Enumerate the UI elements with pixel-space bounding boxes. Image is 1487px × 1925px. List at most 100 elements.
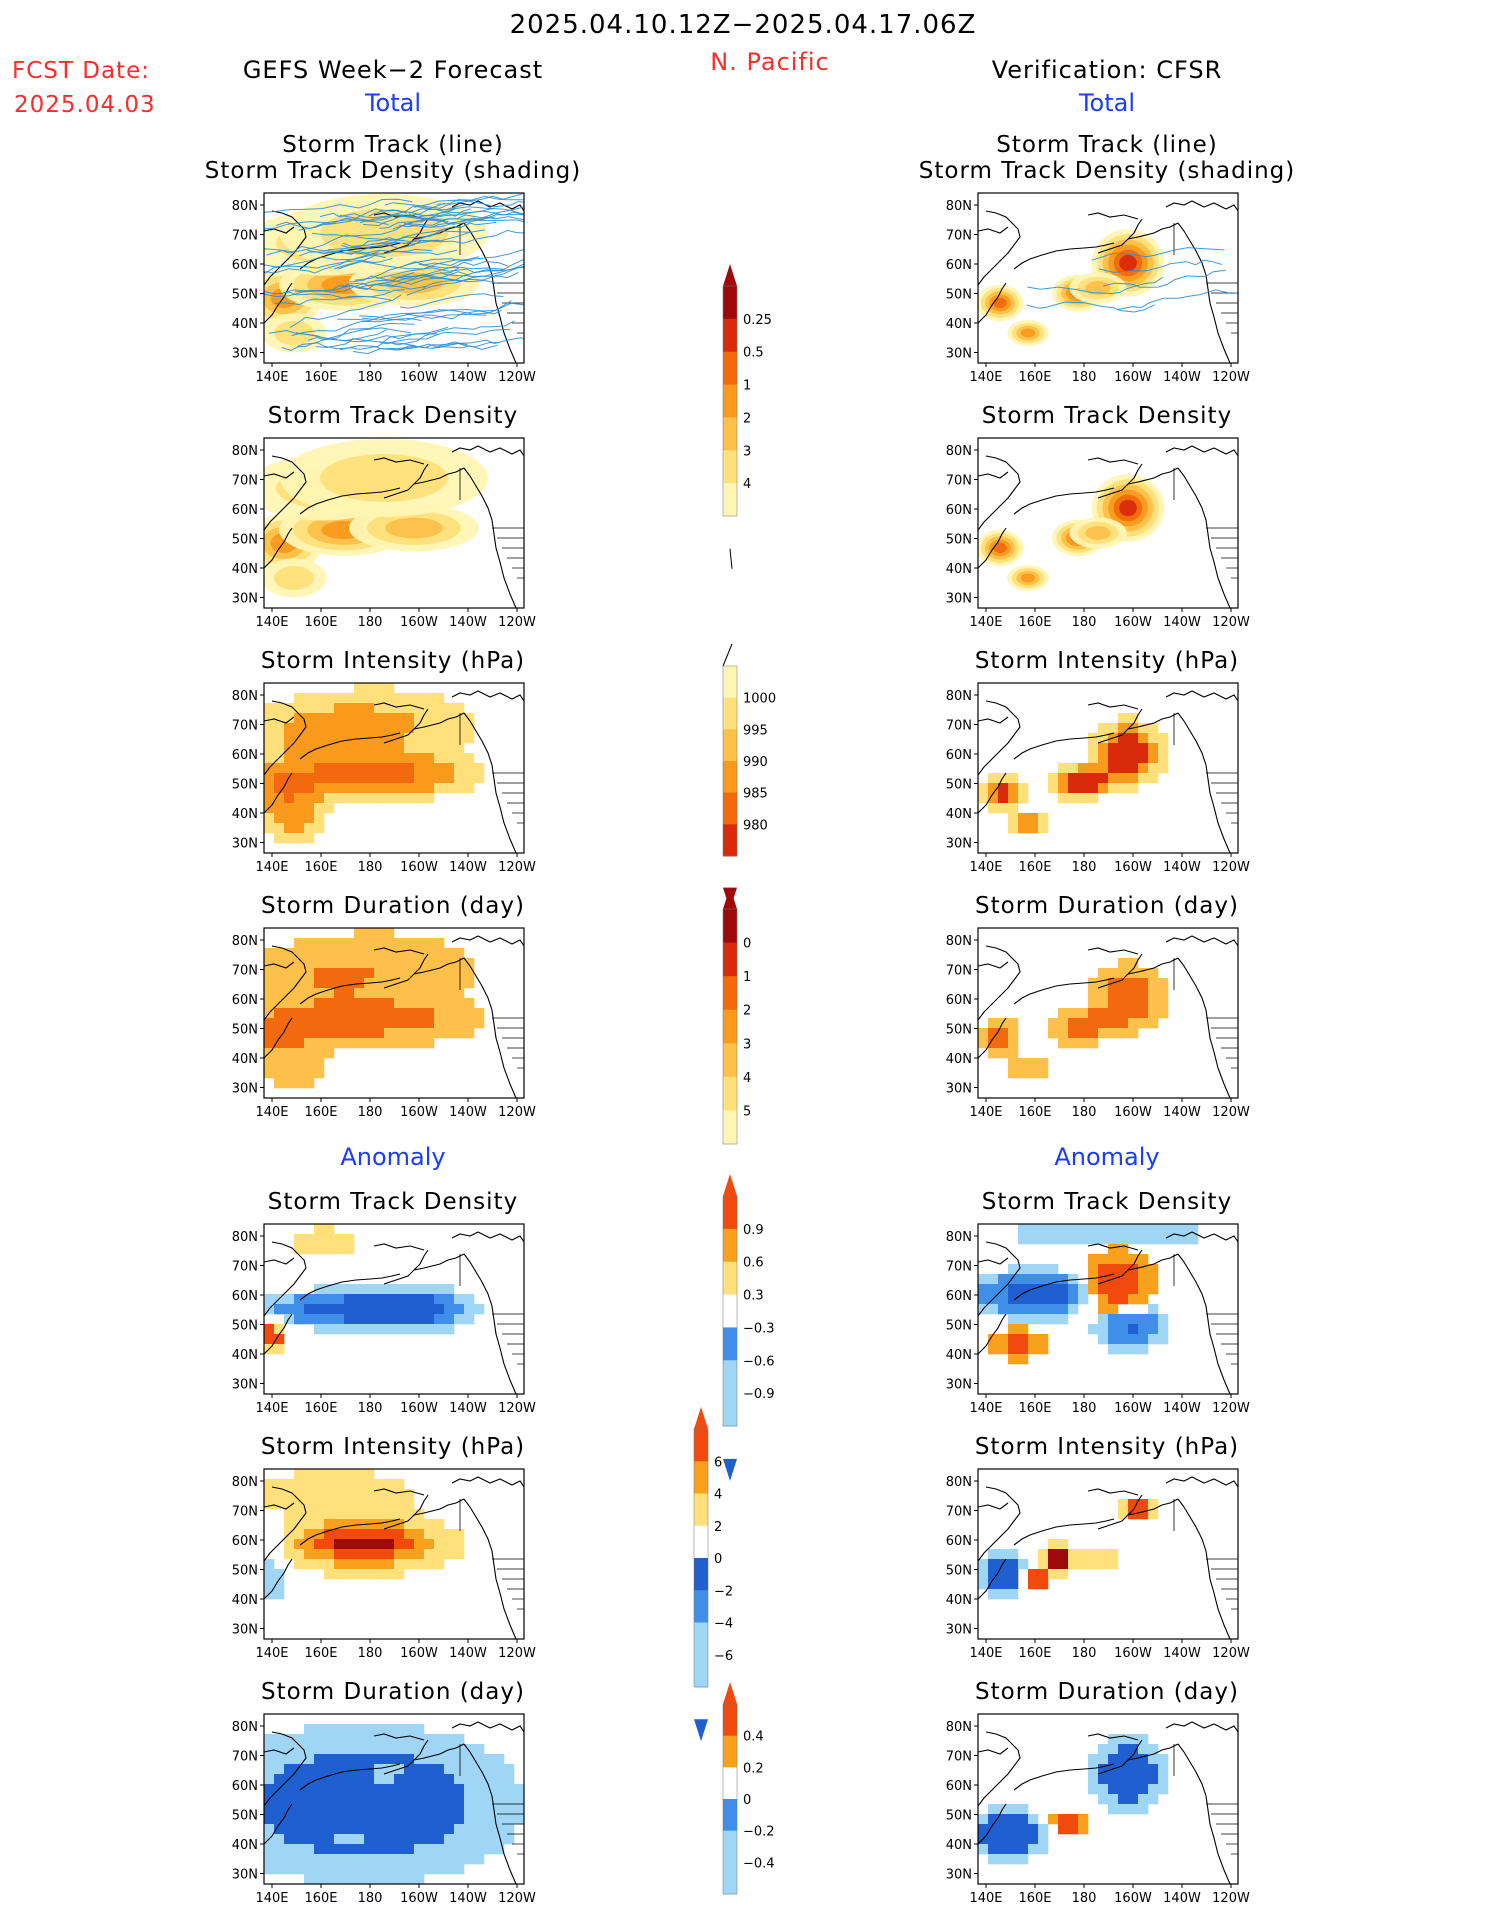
- colorbar-segment: [723, 1393, 737, 1427]
- lon-tick-label: 120W: [1212, 370, 1250, 385]
- colorbar-tick-label: 1000: [743, 692, 776, 707]
- lat-tick-label: 60N: [232, 1289, 258, 1304]
- colorbar-segment: [723, 1735, 737, 1768]
- lon-tick-label: 160E: [304, 1401, 337, 1416]
- colorbar-segment: [723, 697, 737, 730]
- map-verification-intensity: 80N 70N 60N 50N 40N 30N 140E 160E 180 160W 140W 120…: [946, 682, 1250, 875]
- colorbar-segment: [694, 1525, 708, 1559]
- colorbar-tick-label: 3: [743, 1037, 751, 1052]
- lat-tick-label: 30N: [946, 1082, 972, 1097]
- lat-tick-label: 60N: [946, 503, 972, 518]
- colorbar-tick-label: 980: [743, 818, 768, 833]
- lat-tick-label: 40N: [946, 807, 972, 822]
- colorbar-segment: [723, 1327, 737, 1361]
- colorbar-segment: [723, 1360, 737, 1394]
- lon-tick-label: 120W: [1212, 1646, 1250, 1661]
- colorbar-tick-label: 4: [714, 1488, 722, 1503]
- lat-tick-label: 70N: [946, 719, 972, 734]
- lat-tick-label: 80N: [232, 1720, 258, 1735]
- colorbar-tick-label: −0.2: [743, 1825, 775, 1840]
- anomaly-label-left: Anomaly: [340, 1143, 446, 1171]
- colorbar-tick-label: 4: [743, 477, 751, 492]
- lon-tick-label: 120W: [498, 615, 536, 630]
- lat-tick-label: 50N: [946, 1319, 972, 1334]
- lon-tick-label: 180: [358, 615, 383, 630]
- colorbar-segment: [723, 942, 737, 977]
- lat-tick-label: 30N: [232, 1082, 258, 1097]
- lon-tick-label: 160E: [304, 370, 337, 385]
- lat-tick-label: 30N: [232, 837, 258, 852]
- lat-tick-label: 80N: [232, 1475, 258, 1490]
- lon-tick-label: 160W: [400, 1646, 438, 1661]
- title-intensity-left: Storm Intensity (hPa): [260, 648, 526, 674]
- lon-tick-label: 140E: [969, 615, 1002, 630]
- colorbar-tick-label: 5: [743, 1104, 751, 1119]
- colorbar-density-anomaly: 0.9 0.6 0.3 −0.3 −0.6 −0.9: [722, 1174, 775, 1481]
- lat-tick-label: 80N: [232, 444, 258, 459]
- colorbar-tick-label: −0.6: [743, 1354, 775, 1369]
- colorbar-tick-label: 995: [743, 723, 768, 738]
- title-duration-right: Storm Duration (day): [975, 893, 1239, 919]
- colorbar-tick-label: 0: [714, 1552, 722, 1567]
- lat-tick-label: 70N: [946, 1260, 972, 1275]
- colorbar-tick-label: 3: [743, 444, 751, 459]
- lon-tick-label: 140E: [255, 1105, 288, 1120]
- lat-tick-label: 50N: [946, 288, 972, 303]
- lat-tick-label: 30N: [946, 592, 972, 607]
- lat-tick-label: 70N: [232, 1505, 258, 1520]
- title-duration-anom-left: Storm Duration (day): [261, 1679, 525, 1705]
- lat-tick-label: 60N: [946, 258, 972, 273]
- lon-tick-label: 160W: [1114, 1105, 1152, 1120]
- lon-tick-label: 120W: [1212, 1105, 1250, 1120]
- colorbar-segment: [723, 792, 737, 825]
- map-forecast-density-anomaly: 80N 70N 60N 50N 40N 30N 140E 160E 180 160W 140W 120…: [232, 1223, 536, 1416]
- lat-tick-label: 40N: [946, 317, 972, 332]
- title-density-anom-right: Storm Track Density: [981, 1189, 1233, 1215]
- lon-tick-label: 160E: [304, 1891, 337, 1906]
- lat-tick-label: 80N: [946, 689, 972, 704]
- lon-tick-label: 140E: [255, 615, 288, 630]
- colorbar-segment: [723, 1110, 737, 1145]
- lon-tick-label: 180: [358, 1401, 383, 1416]
- lon-tick-label: 160W: [1114, 860, 1152, 875]
- lon-tick-label: 160E: [1018, 1891, 1051, 1906]
- lon-tick-label: 160W: [1114, 370, 1152, 385]
- lon-tick-label: 140E: [255, 1891, 288, 1906]
- lon-tick-label: 160E: [304, 615, 337, 630]
- lat-tick-label: 50N: [232, 1023, 258, 1038]
- colorbar-segment: [723, 1294, 737, 1328]
- lon-tick-label: 140W: [1163, 370, 1201, 385]
- colorbar-segment: [723, 761, 737, 794]
- lon-tick-label: 160W: [400, 860, 438, 875]
- lon-tick-label: 140W: [1163, 860, 1201, 875]
- lon-tick-label: 140E: [969, 1105, 1002, 1120]
- colorbar-tick-label: 2: [714, 1520, 722, 1535]
- map-verification-density-anomaly: 80N 70N 60N 50N 40N 30N 140E 160E 180 160W 140W 120…: [946, 1223, 1250, 1416]
- title-intensity-anom-right: Storm Intensity (hPa): [974, 1434, 1240, 1460]
- lat-tick-label: 60N: [946, 1289, 972, 1304]
- title-density-right: Storm Track Density: [981, 403, 1233, 429]
- lon-tick-label: 140W: [1163, 1891, 1201, 1906]
- lon-tick-label: 180: [1072, 1105, 1097, 1120]
- colorbar-segment: [723, 1076, 737, 1111]
- lon-tick-label: 140E: [255, 1401, 288, 1416]
- title-intensity-right: Storm Intensity (hPa): [974, 648, 1240, 674]
- lat-tick-label: 40N: [946, 1593, 972, 1608]
- colorbar-tick-label: −6: [714, 1649, 733, 1664]
- lat-tick-label: 70N: [232, 719, 258, 734]
- title-density-anom-left: Storm Track Density: [267, 1189, 519, 1215]
- lon-tick-label: 120W: [1212, 615, 1250, 630]
- lat-tick-label: 80N: [232, 199, 258, 214]
- lat-tick-label: 70N: [946, 964, 972, 979]
- lat-tick-label: 60N: [946, 993, 972, 1008]
- lat-tick-label: 40N: [232, 1348, 258, 1363]
- colorbar-segment: [723, 1196, 737, 1230]
- colorbar-tick-label: 0: [743, 1793, 751, 1808]
- colorbar-segment: [723, 1799, 737, 1832]
- title-track-line-left: Storm Track (line): [282, 132, 504, 158]
- colorbar-tick-label: 0.9: [743, 1223, 764, 1238]
- map-forecast-duration: 80N 70N 60N 50N 40N 30N 140E 160E 180 160W 140W 120…: [232, 927, 536, 1120]
- lat-tick-label: 60N: [232, 1779, 258, 1794]
- lat-tick-label: 70N: [232, 1750, 258, 1765]
- map-verification-density: 80N 70N 60N 50N 40N 30N 140E 160E 180 160W 140W 120…: [946, 437, 1250, 630]
